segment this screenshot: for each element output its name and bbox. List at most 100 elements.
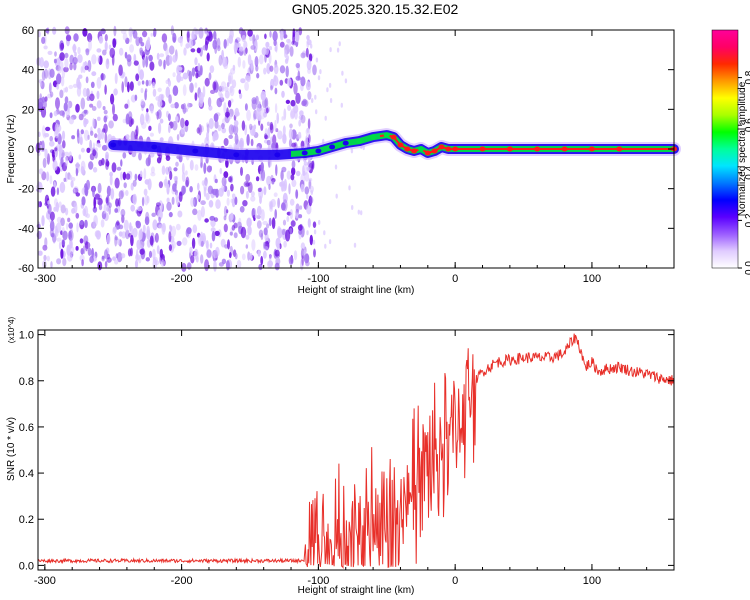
noise-speck [116,252,123,263]
ridge-point [370,134,377,140]
noise-speck [139,49,145,56]
noise-speck [215,199,221,210]
noise-speck [324,243,327,249]
noise-speck [185,176,190,187]
noise-speck [133,60,139,66]
noise-speck [212,188,218,196]
noise-speck [54,51,57,57]
noise-speck [279,65,286,74]
noise-speck [85,213,90,219]
noise-speck [240,226,247,239]
noise-speck [168,231,172,243]
figure-title: GN05.2025.320.15.32.E02 [292,1,459,17]
noise-speck [47,50,53,56]
y-tick-label: -60 [18,263,34,275]
noise-speck [53,58,57,64]
noise-speck [291,179,297,188]
noise-speck [256,72,260,79]
noise-speck [360,210,363,216]
noise-speck [63,177,67,182]
noise-speck [118,224,124,230]
noise-speck [44,148,48,159]
noise-speck [58,241,62,250]
noise-speck [78,74,83,79]
noise-speck [145,79,149,87]
noise-speck [212,39,218,50]
noise-speck [84,109,89,115]
noise-speck [234,196,238,206]
noise-speck [307,91,312,100]
noise-speck [97,197,103,206]
noise-speck [260,169,266,182]
noise-speck [200,240,204,247]
noise-speck [291,167,296,176]
noise-speck [105,158,109,171]
noise-speck [176,134,180,141]
noise-speck [84,185,89,197]
noise-speck [67,217,71,223]
ridge-point [616,146,623,152]
noise-speck [221,176,227,187]
noise-speck [103,109,108,115]
noise-speck [227,100,232,108]
noise-speck [54,122,59,135]
y-tick-label: 0.2 [19,514,34,526]
noise-speck [49,135,53,142]
frequency-ridge [106,128,681,162]
spectrogram-x-label: Height of straight line (km) [298,285,415,296]
noise-speck [180,37,183,47]
noise-speck [145,111,149,122]
noise-speck [270,85,273,91]
noise-speck [65,156,69,167]
noise-speck [41,36,46,45]
noise-speck [144,194,149,206]
noise-speck [282,192,288,204]
noise-speck [182,103,187,115]
noise-speck [161,165,166,175]
noise-speck [306,59,312,71]
noise-speck [158,122,162,134]
noise-speck [55,97,60,110]
noise-speck [60,76,65,87]
noise-speck [202,45,208,51]
ridge-point [301,150,308,156]
noise-speck [289,198,295,206]
noise-speck [161,33,168,43]
ridge-point [329,144,336,150]
noise-speck [153,31,156,38]
noise-speck [103,204,107,215]
ridge-point [192,148,199,154]
noise-speck [68,116,75,125]
noise-speck [118,231,123,237]
noise-speck [221,123,225,130]
noise-speck [213,260,217,272]
noise-speck [181,262,187,272]
noise-speck [300,242,306,250]
noise-scatter [35,25,365,272]
ridge-point [411,148,418,154]
noise-speck [336,47,340,53]
noise-speck [241,120,246,131]
noise-speck [310,43,313,49]
noise-speck [84,219,88,229]
noise-speck [197,209,202,221]
noise-speck [188,70,193,82]
noise-speck [136,248,139,261]
noise-speck [255,108,261,120]
noise-speck [120,29,127,35]
noise-speck [106,206,109,212]
noise-speck [208,118,214,130]
noise-speck [94,193,101,200]
noise-speck [91,71,97,77]
noise-speck [240,185,245,195]
noise-speck [250,45,256,50]
noise-speck [249,123,253,131]
noise-speck [230,98,234,103]
noise-speck [127,58,132,67]
noise-speck [87,247,92,256]
noise-speck [237,56,241,68]
noise-speck [239,137,245,150]
noise-speck [175,161,179,167]
noise-speck [130,204,135,212]
noise-speck [88,161,94,170]
